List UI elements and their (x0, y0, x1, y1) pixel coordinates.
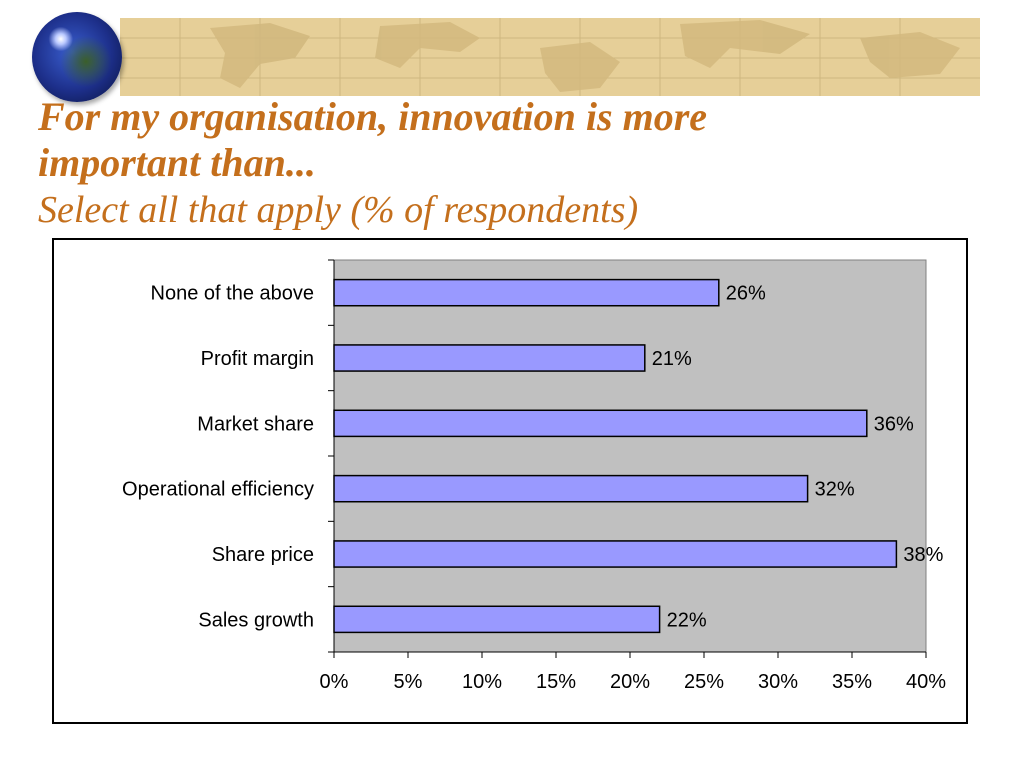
bar-chart: 0% 5% 10% 15% 20% 25% 30% 35% 40% None of the abo… (122, 259, 946, 693)
category-label: Market share (197, 413, 314, 435)
category-label: Operational efficiency (122, 479, 314, 501)
globe-logo-icon (32, 12, 122, 102)
data-label: 32% (815, 479, 855, 501)
data-label: 36% (874, 413, 914, 435)
slide-title-block: For my organisation, innovation is more … (38, 94, 998, 234)
bar (333, 409, 868, 438)
slide-title-line-2: important than... (38, 140, 316, 185)
data-label: 26% (726, 283, 766, 305)
world-map-banner (120, 18, 980, 96)
category-label: Sales growth (198, 609, 314, 631)
x-tick-label: 0% (320, 671, 349, 693)
category-label: Profit margin (201, 348, 314, 370)
plot-area (333, 259, 927, 653)
x-tick-label: 35% (832, 671, 872, 693)
bar (333, 474, 809, 503)
data-label: 21% (652, 348, 692, 370)
bar (333, 344, 646, 372)
data-label: 38% (903, 544, 943, 566)
x-tick-label: 10% (462, 671, 502, 693)
data-label: 22% (667, 609, 707, 631)
chart-frame: 0% 5% 10% 15% 20% 25% 30% 35% 40% None of the abo… (52, 238, 968, 724)
x-tick-label: 30% (758, 671, 798, 693)
slide-title-line-1: For my organisation, innovation is more (38, 94, 708, 139)
bar (333, 278, 720, 307)
category-label: None of the above (151, 283, 314, 305)
x-tick-label: 40% (906, 671, 946, 693)
x-tick-label: 5% (394, 671, 423, 693)
x-tick-label: 15% (536, 671, 576, 693)
bar (333, 540, 898, 568)
bar (333, 605, 661, 634)
slide-subtitle: Select all that apply (% of respondents) (38, 189, 639, 231)
x-tick-label: 20% (610, 671, 650, 693)
x-tick-label: 25% (684, 671, 724, 693)
category-label: Share price (212, 544, 314, 566)
